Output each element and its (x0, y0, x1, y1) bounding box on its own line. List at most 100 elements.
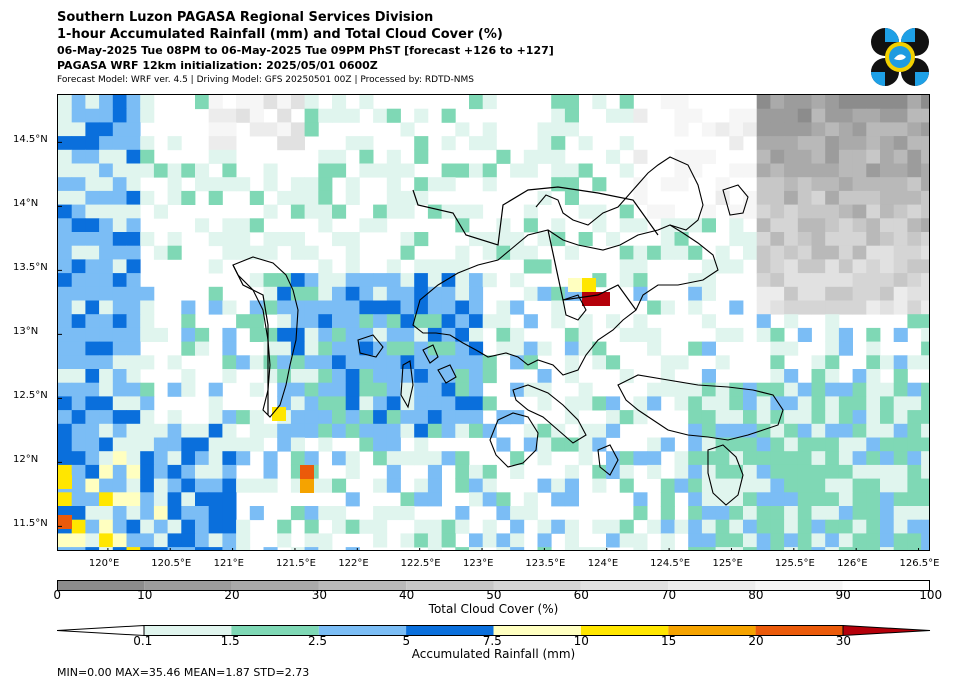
grid-cell (71, 122, 86, 137)
grid-cell (880, 410, 895, 425)
grid-cell (345, 314, 360, 329)
grid-cell (688, 396, 703, 411)
grid-cell (332, 451, 347, 466)
grid-cell (469, 136, 484, 151)
grid-cell (564, 95, 579, 110)
grid-cell (441, 314, 456, 329)
grid-cell (825, 327, 840, 342)
grid-cell (99, 492, 114, 507)
grid-cell (921, 300, 929, 315)
grid-cell (112, 245, 127, 260)
grid-cell (852, 437, 867, 452)
grid-cell (647, 300, 662, 315)
grid-cell (85, 547, 100, 550)
grid-cell (688, 519, 703, 534)
cloud-cover-colorbar-segment (406, 580, 494, 591)
grid-cell (633, 108, 648, 123)
cloud-cover-colorbar-segment (668, 580, 756, 591)
grid-cell (921, 286, 929, 301)
grid-cell (58, 218, 73, 233)
grid-cell (99, 108, 114, 123)
grid-cell (825, 177, 840, 192)
grid-cell (126, 396, 141, 411)
grid-cell (58, 300, 73, 315)
grid-cell (797, 396, 812, 411)
grid-cell (290, 355, 305, 370)
grid-cell (58, 423, 73, 438)
grid-cell (455, 519, 470, 534)
grid-cell (469, 232, 484, 247)
grid-cell (469, 314, 484, 329)
grid-cell (126, 108, 141, 123)
grid-cell (277, 396, 292, 411)
grid-cell (784, 245, 799, 260)
grid-cell (880, 519, 895, 534)
grid-cell (345, 382, 360, 397)
grid-cell (647, 451, 662, 466)
grid-cell (386, 355, 401, 370)
grid-cell (181, 492, 196, 507)
grid-cell (729, 410, 744, 425)
grid-cell (112, 547, 127, 550)
grid-cell (729, 108, 744, 123)
grid-cell (85, 341, 100, 356)
grid-cell (578, 382, 593, 397)
grid-cell (907, 547, 922, 550)
grid-cell (592, 478, 607, 493)
grid-cell (373, 163, 388, 178)
grid-cell (811, 355, 826, 370)
grid-cell (373, 204, 388, 219)
grid-cell (455, 245, 470, 260)
grid-cell (893, 464, 908, 479)
grid-cell (181, 437, 196, 452)
grid-cell (756, 190, 771, 205)
grid-cell (195, 506, 210, 521)
grid-cell (674, 451, 689, 466)
grid-cell (797, 108, 812, 123)
coastline-romblon (422, 344, 439, 364)
grid-cell (359, 149, 374, 164)
cloud-cover-colorbar-segment (144, 580, 232, 591)
grid-cell (743, 451, 758, 466)
latitude-tick-label: 14.5°N (13, 134, 48, 146)
longitude-tick-label: 125.5°E (774, 558, 815, 569)
grid-cell (688, 341, 703, 356)
grid-cell (633, 149, 648, 164)
grid-cell (373, 369, 388, 384)
grid-cell (907, 423, 922, 438)
grid-cell (797, 122, 812, 137)
grid-cell (797, 506, 812, 521)
grid-cell (359, 396, 374, 411)
grid-cell (482, 533, 497, 548)
grid-cell (386, 451, 401, 466)
grid-cell (564, 108, 579, 123)
grid-cell (99, 506, 114, 521)
cloud-cover-colorbar-tick: 20 (224, 588, 240, 602)
grid-cell (811, 423, 826, 438)
grid-cell (222, 327, 237, 342)
grid-cell (400, 327, 415, 342)
grid-cell (126, 547, 141, 550)
grid-cell (907, 190, 922, 205)
grid-cell (441, 300, 456, 315)
grid-cell (811, 464, 826, 479)
grid-cell (797, 327, 812, 342)
grid-cell (701, 519, 716, 534)
grid-cell (318, 547, 333, 550)
grid-cell (222, 163, 237, 178)
grid-cell (112, 464, 127, 479)
grid-cell (277, 369, 292, 384)
grid-cell (277, 136, 292, 151)
grid-cell (359, 355, 374, 370)
grid-cell (743, 410, 758, 425)
grid-cell (373, 218, 388, 233)
grid-cell (784, 533, 799, 548)
grid-cell (469, 533, 484, 548)
grid-cell (318, 163, 333, 178)
grid-cell (140, 300, 155, 315)
grid-cell (838, 177, 853, 192)
longitude-tick-label: 126.5°E (899, 558, 940, 569)
coastline-samar (617, 374, 784, 441)
grid-cell (373, 533, 388, 548)
grid-cell (99, 478, 114, 493)
